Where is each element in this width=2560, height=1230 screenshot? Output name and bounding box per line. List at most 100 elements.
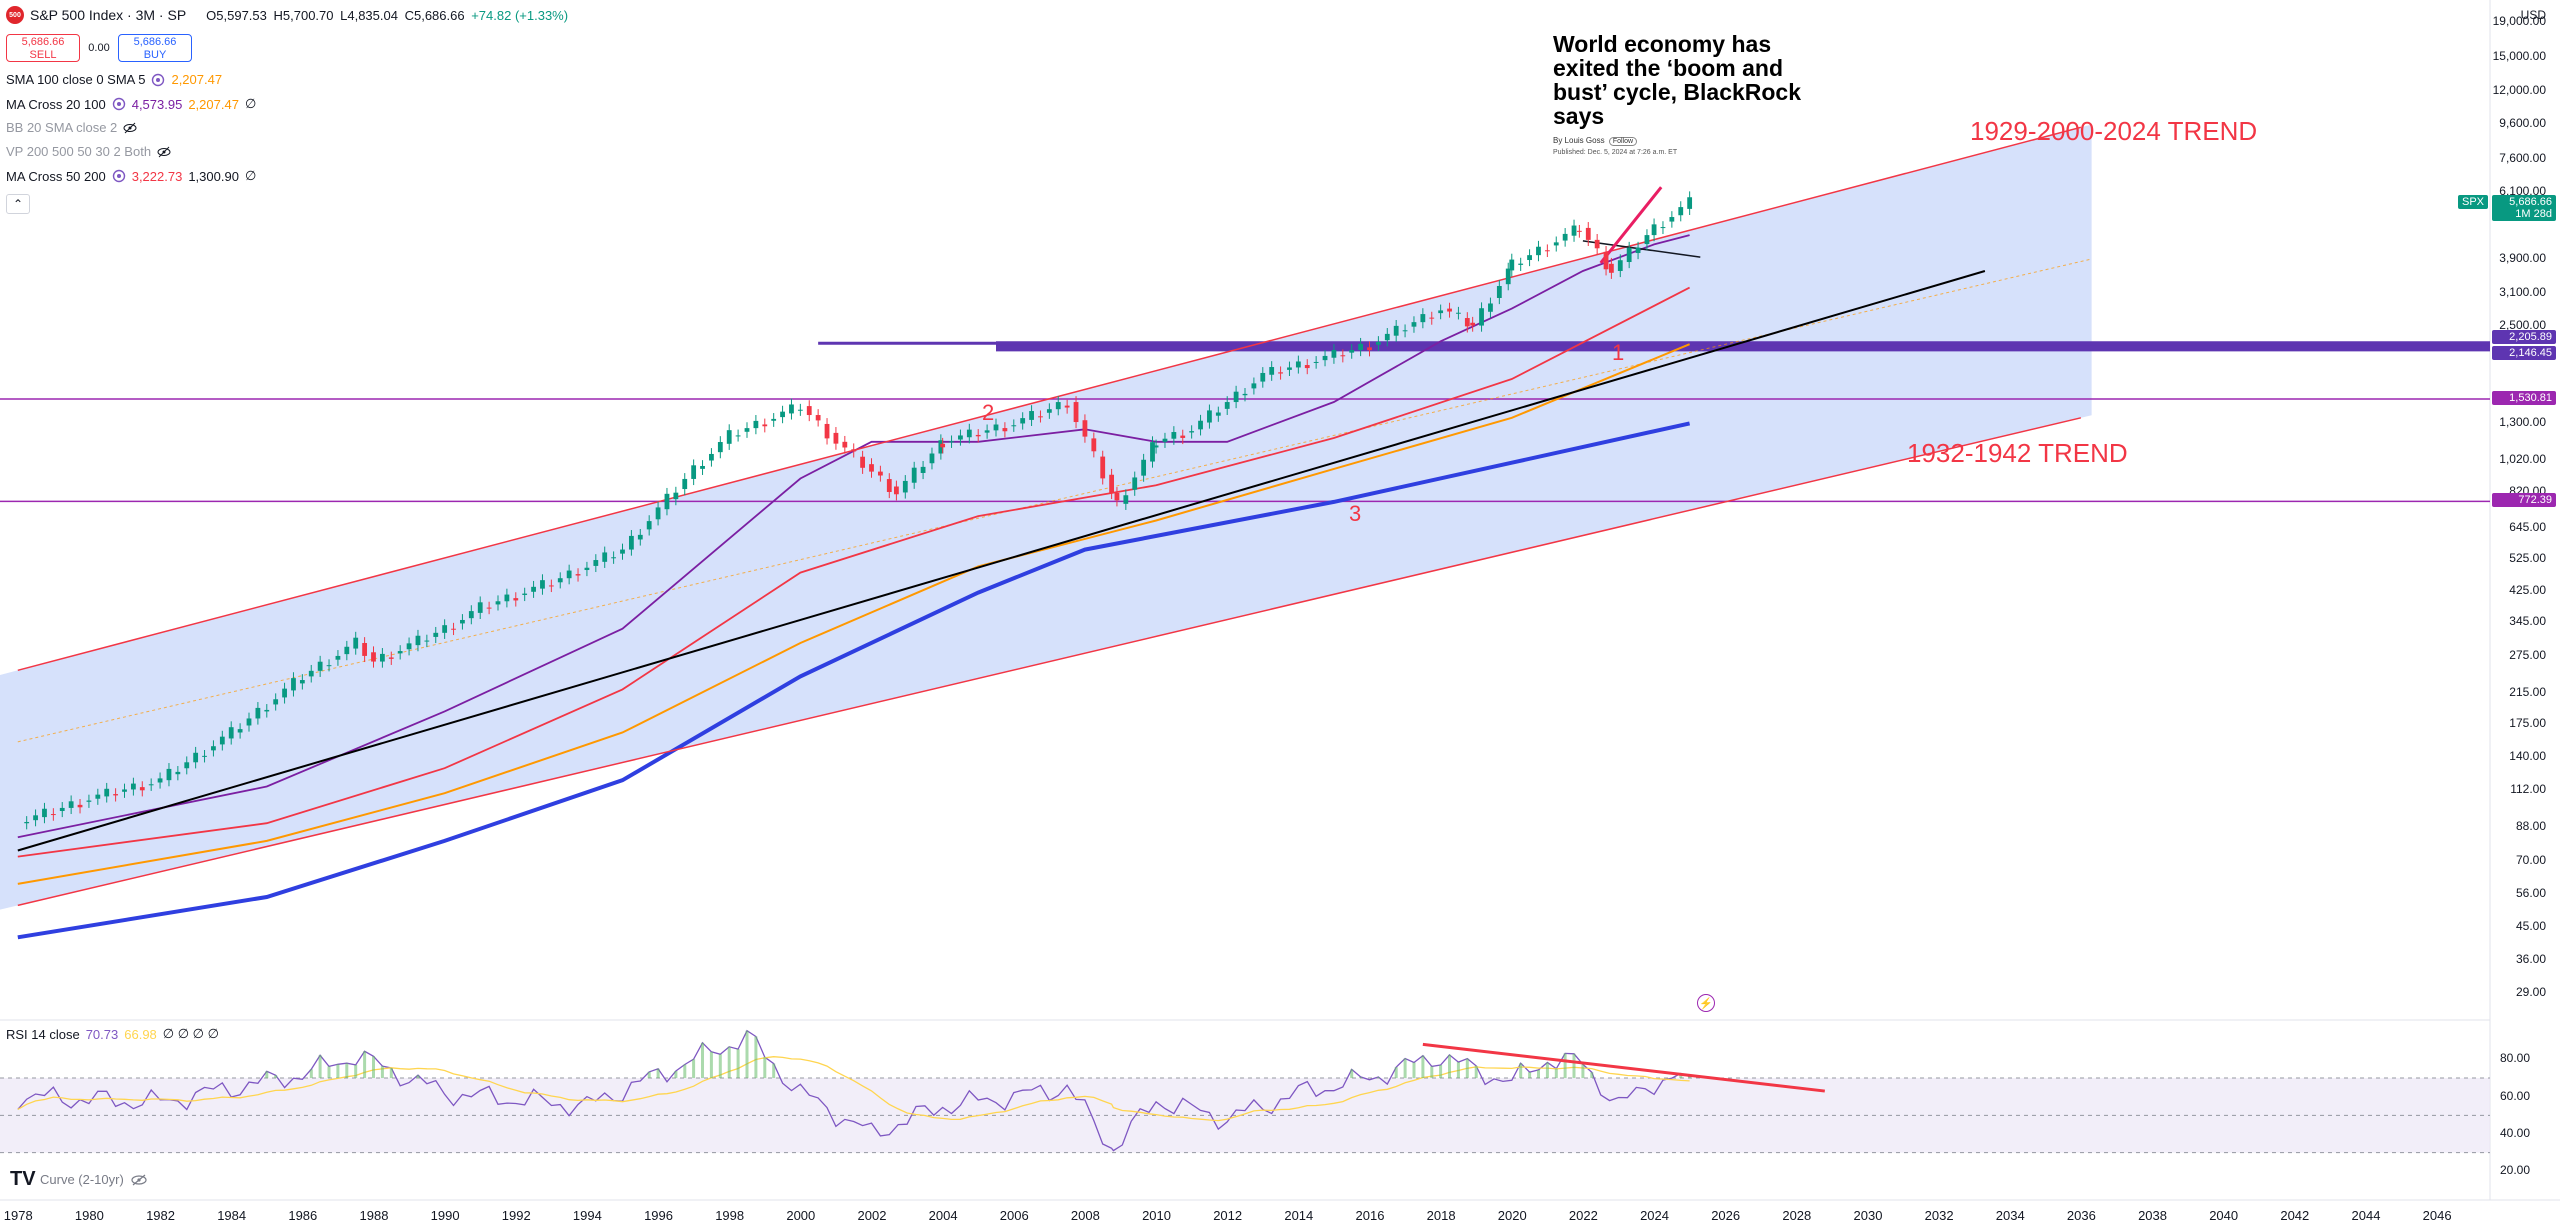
candle-body xyxy=(1660,227,1666,229)
price-tick-label: 525.00 xyxy=(2509,551,2546,566)
candle-body xyxy=(495,601,501,605)
buy-button[interactable]: 5,686.66 BUY xyxy=(118,34,192,62)
rsi-ma-line xyxy=(17,1056,1690,1122)
time-tick-label: 2042 xyxy=(2280,1208,2310,1223)
candle-body xyxy=(1073,402,1079,423)
indicator-name[interactable]: VP 200 500 50 30 2 Both xyxy=(6,144,152,159)
buy-price: 5,686.66 xyxy=(133,36,177,48)
indicator-legend-row[interactable]: MA Cross 20 100 4,573.95 2,207.47 ∅ xyxy=(6,96,256,112)
time-tick-label: 2038 xyxy=(2138,1208,2167,1223)
candle-body xyxy=(886,479,892,492)
time-tick-label: 2000 xyxy=(786,1208,816,1223)
candle-body xyxy=(929,453,935,464)
spread-value: 0.00 xyxy=(88,42,110,54)
candle-body xyxy=(806,406,812,416)
candle-body xyxy=(113,794,119,796)
candle-body xyxy=(902,480,908,493)
series-line-channel-lower xyxy=(17,417,2082,907)
news-clipping: World economy has exited the ‘boom and b… xyxy=(1553,32,1823,156)
trend-label-upper: 1929-2000-2024 TREND xyxy=(1970,116,2258,146)
candle-body xyxy=(237,729,243,733)
candle-body xyxy=(406,643,412,650)
time-tick-label: 1984 xyxy=(217,1208,247,1223)
price-badge: 2,205.89 xyxy=(2492,330,2556,345)
candle-body xyxy=(726,430,732,444)
curve-legend: Curve (2-10yr) xyxy=(40,1172,148,1187)
rsi-line xyxy=(17,1029,1690,1152)
source-code-icon[interactable] xyxy=(112,97,126,111)
indicator-empty-value: ∅ xyxy=(244,168,257,183)
candle-body xyxy=(1375,342,1381,345)
candle-body xyxy=(335,655,341,660)
price-tick-label: 7,600.00 xyxy=(2499,151,2546,166)
series-line-recent-red-trend xyxy=(1599,186,1663,264)
candle-body xyxy=(940,443,946,448)
candle-body xyxy=(584,567,590,571)
time-tick-label: 2010 xyxy=(1142,1208,1171,1223)
candle-body xyxy=(255,707,261,719)
rsi-name[interactable]: RSI 14 close xyxy=(6,1026,80,1042)
eye-slash-icon[interactable] xyxy=(123,121,137,135)
tradingview-logo-icon[interactable]: TV xyxy=(10,1168,36,1190)
candle-body xyxy=(646,521,652,530)
indicator-value: 4,573.95 xyxy=(131,96,183,112)
curve-name[interactable]: Curve (2-10yr) xyxy=(40,1172,124,1187)
source-code-icon[interactable] xyxy=(112,169,126,183)
candle-body xyxy=(531,586,536,592)
currency-label[interactable]: USD xyxy=(2520,8,2546,22)
indicator-name[interactable]: SMA 100 close 0 SMA 5 xyxy=(6,72,146,87)
source-code-icon[interactable] xyxy=(151,73,165,87)
price-tick-label: 45.00 xyxy=(2515,919,2546,933)
price-tick-label: 19,000.00 xyxy=(2492,13,2546,28)
high-value: H5,700.70 xyxy=(273,7,334,23)
price-tick-label: 1,020.00 xyxy=(2499,451,2546,466)
candle-body xyxy=(1046,409,1052,413)
time-tick-label: 2026 xyxy=(1711,1208,1741,1223)
series-line-ma50 xyxy=(17,286,1691,858)
indicator-name[interactable]: MA Cross 50 200 xyxy=(6,168,106,184)
symbol-tag: SPX xyxy=(2458,194,2489,209)
indicator-name[interactable]: BB 20 SMA close 2 xyxy=(6,120,118,135)
candle-body xyxy=(762,424,768,427)
candle-body xyxy=(628,535,634,550)
candle-body xyxy=(415,635,421,646)
candle-body xyxy=(984,430,990,433)
candle-body xyxy=(894,486,899,495)
candle-body xyxy=(1447,308,1452,312)
candle-body xyxy=(1171,432,1177,439)
sell-price: 5,686.66 xyxy=(21,36,65,48)
price-tick-label: 275.00 xyxy=(2509,648,2546,663)
time-tick-label: 2006 xyxy=(999,1208,1029,1223)
time-tick-label: 2002 xyxy=(857,1208,887,1223)
indicator-name[interactable]: MA Cross 20 100 xyxy=(6,96,106,112)
sell-button[interactable]: 5,686.66 SELL xyxy=(6,34,80,62)
rsi-band xyxy=(0,1078,2490,1153)
candle-body xyxy=(797,409,803,411)
follow-button[interactable]: Follow xyxy=(1608,137,1638,146)
indicator-legend-row[interactable]: MA Cross 50 200 3,222.73 1,300.90 ∅ xyxy=(6,168,256,184)
candle-body xyxy=(958,435,963,440)
collapse-legend-button[interactable]: ⌃ xyxy=(6,194,30,214)
candle-body xyxy=(211,746,216,751)
candle-body xyxy=(1384,333,1390,341)
lightning-icon[interactable]: ⚡ xyxy=(1697,994,1715,1012)
time-tick-label: 1990 xyxy=(430,1208,460,1223)
wave-mark-2: 2 xyxy=(982,400,995,425)
candle-body xyxy=(122,789,127,792)
price-tick-label: 9,600.00 xyxy=(2499,116,2546,131)
rsi-tick-label: 80.00 xyxy=(2499,1051,2530,1066)
candle-body xyxy=(993,424,999,431)
indicator-empty-value: ∅ xyxy=(244,96,257,111)
candle-body xyxy=(557,578,563,583)
sp500-logo-icon: 500 xyxy=(6,6,24,24)
indicator-legend-row[interactable]: SMA 100 close 0 SMA 5 2,207.47 xyxy=(6,72,222,87)
candle-body xyxy=(68,801,74,808)
eye-slash-icon[interactable] xyxy=(130,1174,148,1186)
indicator-legend-row[interactable]: VP 200 500 50 30 2 Both xyxy=(6,144,171,159)
symbol-title[interactable]: S&P 500 Index · 3M · SP xyxy=(30,7,187,23)
rsi-tick-label: 20.00 xyxy=(2499,1163,2530,1178)
eye-slash-icon[interactable] xyxy=(157,145,171,159)
candle-body xyxy=(522,593,528,595)
indicator-legend-row[interactable]: BB 20 SMA close 2 xyxy=(6,120,137,135)
